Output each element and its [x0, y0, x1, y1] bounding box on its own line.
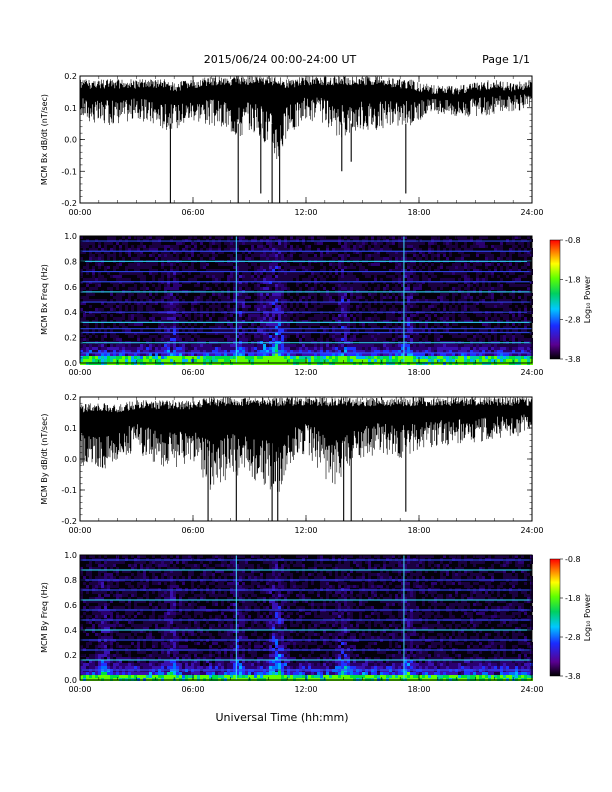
y-tick-label: 1.0	[64, 232, 77, 241]
x-tick-label: 00:00	[68, 526, 91, 535]
x-axis-label: Universal Time (hh:mm)	[216, 711, 349, 724]
signal-trace	[79, 76, 533, 159]
y-tick-label: 1.0	[64, 551, 77, 560]
y-tick-label: 0.0	[64, 455, 77, 464]
y-tick-label: 0.6	[64, 283, 77, 292]
y-axis-label: MCM By dB/dt (nT/sec)	[40, 413, 49, 504]
x-tick-label: 18:00	[407, 685, 430, 694]
y-axis-label: MCM Bx dB/dt (nT/sec)	[40, 94, 49, 185]
page-title: 2015/06/24 00:00-24:00 UT	[203, 53, 357, 66]
x-tick-label: 06:00	[181, 526, 204, 535]
colorbar-label: Log₁₀ Power	[583, 275, 592, 323]
y-tick-label: 0.1	[64, 424, 77, 433]
chart-panel-3: -0.2 -0.1 0.0 0.1 0.2 00:00 06:00 12:00 18:00 24:…	[40, 393, 544, 535]
x-tick-label: 12:00	[294, 368, 317, 377]
x-tick-label: 12:00	[294, 208, 317, 217]
y-tick-label: -0.2	[61, 199, 77, 208]
colorbar-tick-label: -3.8	[565, 672, 581, 681]
x-tick-label: 06:00	[181, 208, 204, 217]
y-tick-label: 0.4	[64, 626, 77, 635]
y-tick-label: 0.8	[64, 257, 77, 266]
y-tick-label: 0.6	[64, 601, 77, 610]
colorbar	[549, 239, 561, 360]
page-number: Page 1/1	[482, 53, 530, 66]
colorbar-tick-label: -0.8	[565, 555, 581, 564]
x-tick-label: 00:00	[68, 208, 91, 217]
y-tick-label: 0.1	[64, 104, 77, 113]
x-tick-label: 06:00	[181, 685, 204, 694]
y-tick-label: 0.2	[64, 651, 77, 660]
x-tick-label: 18:00	[407, 368, 430, 377]
colorbar	[549, 558, 561, 677]
colorbar-tick-label: -1.8	[565, 594, 581, 603]
signal-trace	[79, 397, 533, 492]
x-tick-label: 06:00	[181, 368, 204, 377]
chart-panel-1: -0.2 -0.1 0.0 0.1 0.2 00:00 06:00 12:00 18:00 24:…	[40, 72, 544, 217]
colorbar-tick-label: -0.8	[565, 236, 581, 245]
colorbar-label: Log₁₀ Power	[583, 593, 592, 641]
y-tick-label: -0.2	[61, 517, 77, 526]
y-axis-label: MCM By Freq (Hz)	[40, 582, 49, 653]
colorbar-tick-label: -1.8	[565, 276, 581, 285]
y-tick-label: -0.1	[61, 167, 77, 176]
x-tick-label: 00:00	[68, 368, 91, 377]
colorbar-tick-label: -2.8	[565, 633, 581, 642]
chart-panel-2: -0.8 -1.8 -2.8 -3.8 Log₁₀ Power 0.0 0.2 0.4 0.6 0…	[40, 232, 592, 377]
x-tick-label: 12:00	[294, 526, 317, 535]
x-tick-label: 24:00	[520, 685, 543, 694]
chart-panel-4: -0.8 -1.8 -2.8 -3.8 Log₁₀ Power 0.0 0.2 0.4 0.6 0…	[40, 551, 592, 694]
y-tick-label: 0.2	[64, 334, 77, 343]
x-tick-label: 18:00	[407, 526, 430, 535]
y-tick-label: 0.2	[64, 72, 77, 81]
spectrogram-cells	[80, 236, 533, 365]
x-tick-label: 00:00	[68, 685, 91, 694]
x-tick-label: 24:00	[520, 208, 543, 217]
x-tick-label: 12:00	[294, 685, 317, 694]
y-tick-label: -0.1	[61, 486, 77, 495]
x-tick-label: 24:00	[520, 368, 543, 377]
x-tick-label: 24:00	[520, 526, 543, 535]
y-tick-label: 0.0	[64, 359, 77, 368]
y-tick-label: 0.4	[64, 308, 77, 317]
y-tick-label: 0.0	[64, 676, 77, 685]
colorbar-tick-label: -3.8	[565, 355, 581, 364]
y-tick-label: 0.8	[64, 576, 77, 585]
y-axis-label: MCM Bx Freq (Hz)	[40, 264, 49, 335]
x-tick-label: 18:00	[407, 208, 430, 217]
y-tick-label: 0.0	[64, 136, 77, 145]
colorbar-tick-label: -2.8	[565, 315, 581, 324]
y-tick-label: 0.2	[64, 393, 77, 402]
